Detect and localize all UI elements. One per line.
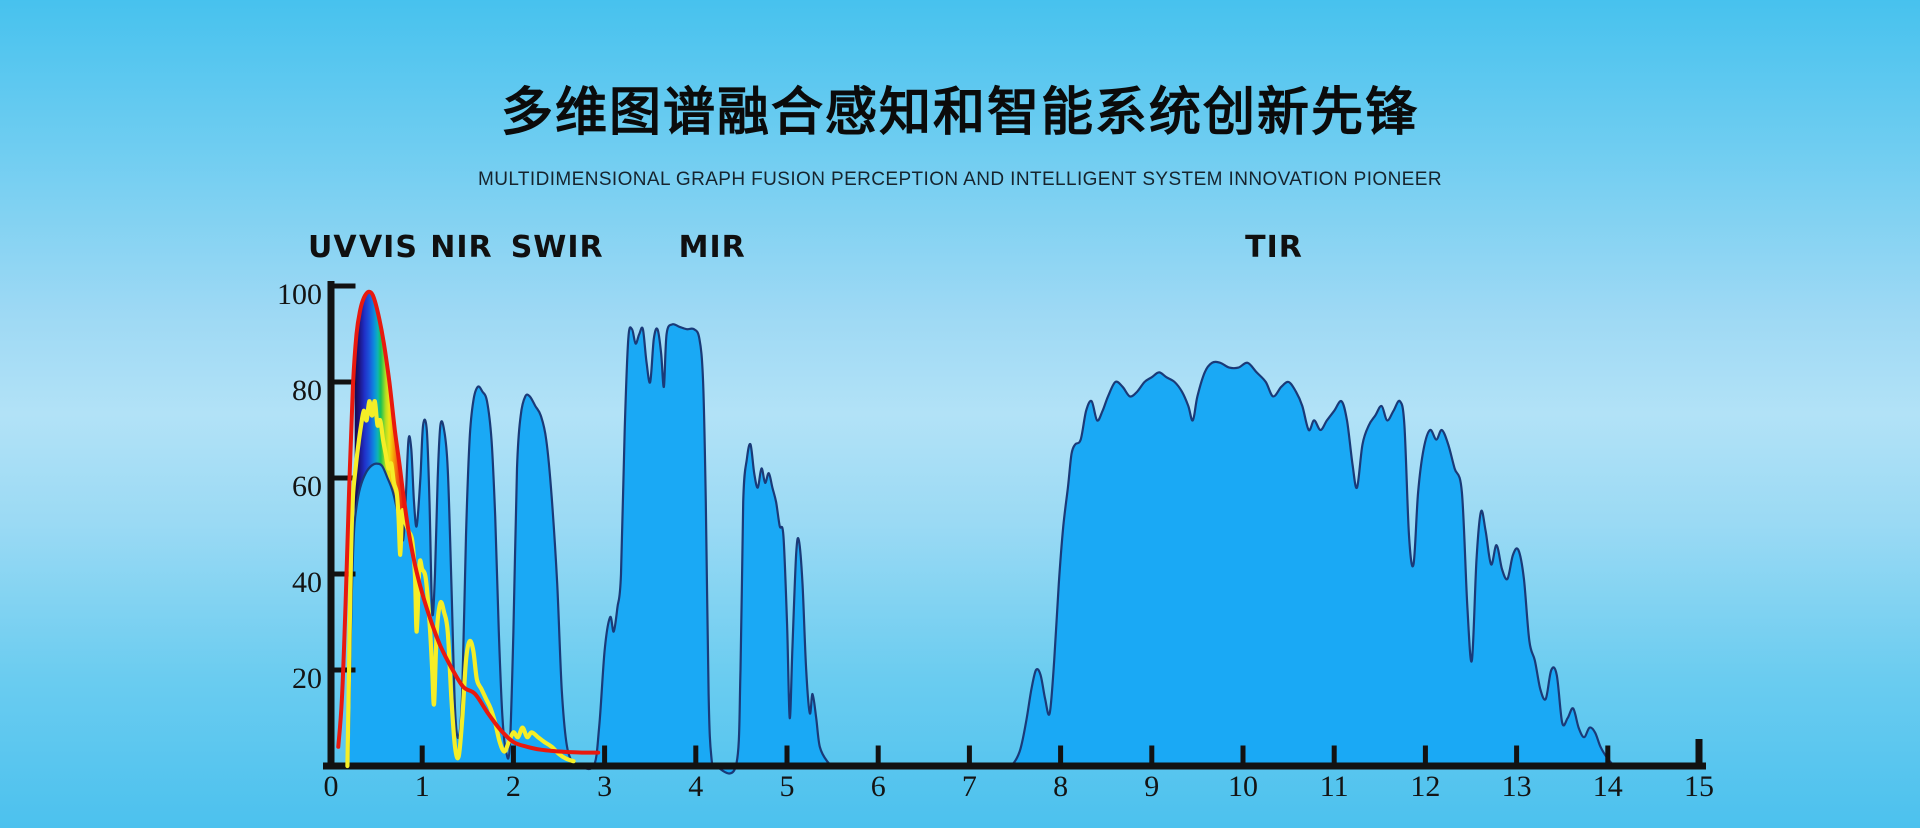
transmission-outline bbox=[347, 323, 1616, 775]
x-tick bbox=[1422, 745, 1428, 763]
band-label-mir: MIR bbox=[678, 230, 746, 265]
page-subtitle: MULTIDIMENSIONAL GRAPH FUSION PERCEPTION… bbox=[478, 169, 1442, 190]
x-tick bbox=[784, 745, 790, 763]
x-tick bbox=[966, 745, 972, 763]
band-label-uv: UV bbox=[308, 230, 358, 265]
blackbody-curve bbox=[336, 289, 601, 755]
x-tick-label: 3 bbox=[597, 770, 612, 803]
x-tick-label: 1 bbox=[415, 770, 430, 803]
band-label-vis: VIS bbox=[358, 230, 418, 265]
y-tick-label: 20 bbox=[292, 662, 322, 695]
x-tick bbox=[1058, 745, 1064, 763]
x-tick-label: 9 bbox=[1144, 770, 1159, 803]
band-label-nir: NIR bbox=[430, 230, 493, 265]
y-tick-label: 40 bbox=[292, 566, 322, 599]
y-tick bbox=[334, 379, 356, 385]
x-tick bbox=[510, 745, 516, 763]
x-tick-label: 12 bbox=[1410, 770, 1440, 803]
band-label-swir: SWIR bbox=[510, 230, 604, 265]
x-tick-label: 14 bbox=[1593, 770, 1623, 803]
band-label-tir: TIR bbox=[1245, 230, 1303, 265]
x-tick bbox=[419, 745, 425, 763]
x-tick bbox=[693, 745, 699, 763]
x-tick-label: 2 bbox=[506, 770, 521, 803]
y-tick-label: 100 bbox=[277, 278, 322, 311]
x-tick-label: 0 bbox=[324, 770, 339, 803]
x-tick-label: 5 bbox=[780, 770, 795, 803]
x-tick-label: 7 bbox=[962, 770, 977, 803]
x-tick-label: 13 bbox=[1502, 770, 1532, 803]
y-axis-line bbox=[327, 281, 335, 769]
x-tick bbox=[1331, 745, 1337, 763]
x-axis-line bbox=[323, 762, 1706, 770]
x-axis-end-stub bbox=[1695, 739, 1703, 766]
x-tick-label: 6 bbox=[871, 770, 886, 803]
x-tick bbox=[1514, 745, 1520, 763]
x-tick bbox=[1149, 745, 1155, 763]
y-tick bbox=[334, 475, 356, 481]
page-title: 多维图谱融合感知和智能系统创新先锋 bbox=[500, 84, 1419, 142]
y-tick bbox=[334, 283, 356, 289]
x-tick bbox=[1240, 745, 1246, 763]
x-tick-label: 10 bbox=[1228, 770, 1258, 803]
x-tick-label: 8 bbox=[1053, 770, 1068, 803]
x-tick-label: 15 bbox=[1684, 770, 1714, 803]
x-tick-label: 4 bbox=[688, 770, 703, 803]
x-tick bbox=[1605, 745, 1611, 763]
x-tick bbox=[602, 745, 608, 763]
x-tick bbox=[875, 745, 881, 763]
x-tick-label: 11 bbox=[1320, 770, 1349, 803]
y-tick-label: 60 bbox=[292, 470, 322, 503]
y-tick-label: 80 bbox=[292, 374, 322, 407]
transmission-area bbox=[348, 324, 1615, 774]
